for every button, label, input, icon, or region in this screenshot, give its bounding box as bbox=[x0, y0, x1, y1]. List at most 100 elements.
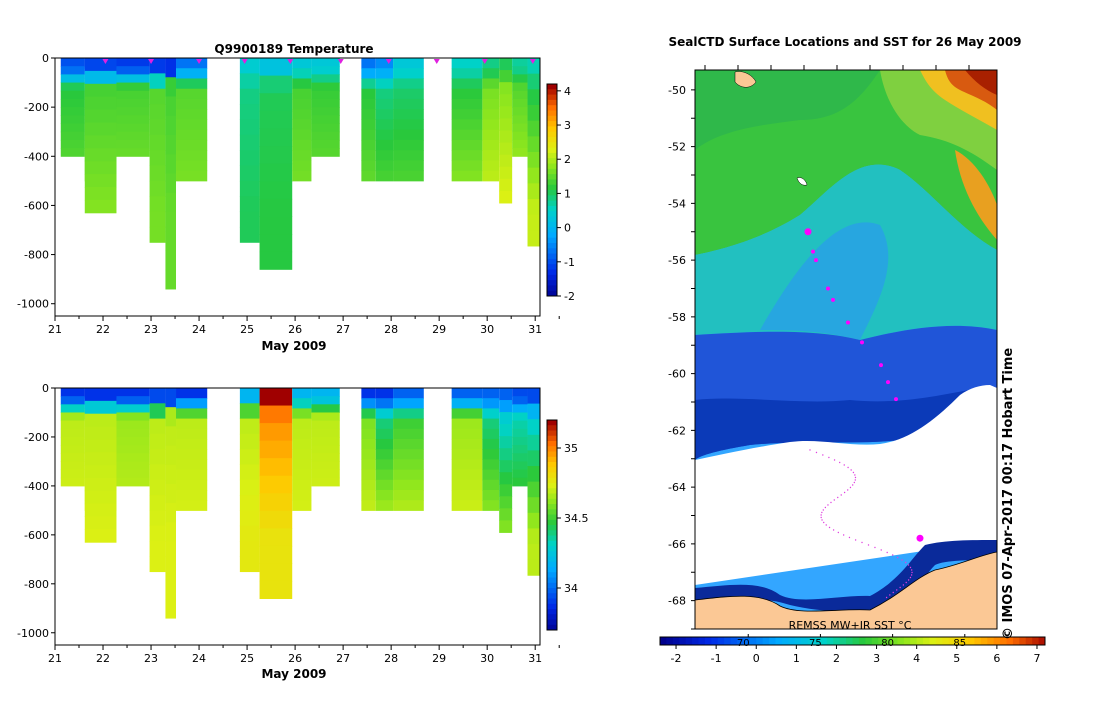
profile-cell bbox=[176, 150, 208, 161]
track-dot bbox=[910, 569, 913, 571]
profile-cell bbox=[311, 148, 340, 157]
sst-colorbar-tick-label: 1 bbox=[793, 652, 800, 665]
profile-cell bbox=[311, 131, 340, 141]
profile-marker bbox=[433, 59, 440, 64]
sst-colorbar-segment bbox=[858, 637, 866, 645]
profile-cell bbox=[499, 472, 513, 485]
profile-cell bbox=[84, 58, 117, 72]
profile-cell bbox=[527, 120, 540, 137]
track-dot bbox=[843, 464, 845, 466]
profile-cell bbox=[292, 58, 312, 69]
profile-cell bbox=[84, 465, 117, 479]
track-dot bbox=[899, 586, 901, 589]
sst-colorbar-segment bbox=[807, 637, 815, 645]
colorbar-segment bbox=[547, 609, 557, 615]
colorbar-tick-label: -1 bbox=[564, 256, 575, 269]
track-dot bbox=[837, 496, 839, 499]
x-tick-label: 24 bbox=[192, 652, 206, 665]
profile-cell bbox=[375, 109, 394, 120]
seal-track-point bbox=[879, 363, 883, 368]
profile-cell bbox=[527, 434, 540, 451]
x-tick-label: 26 bbox=[288, 323, 302, 336]
sst-colorbar-segment bbox=[749, 637, 757, 645]
colorbar-segment bbox=[547, 619, 557, 626]
profile-cell bbox=[499, 94, 513, 107]
sst-colorbar-segment bbox=[775, 637, 783, 645]
colorbar-segment bbox=[547, 290, 557, 297]
profile-cell bbox=[239, 180, 260, 197]
profile-cell bbox=[451, 489, 483, 501]
sst-colorbar-segment bbox=[762, 637, 770, 645]
track-dot bbox=[809, 449, 811, 451]
profile-cell bbox=[375, 78, 394, 90]
profile-cell bbox=[361, 428, 376, 440]
profile-cell bbox=[239, 449, 260, 465]
colorbar-frame bbox=[546, 83, 558, 297]
profile-cell bbox=[451, 129, 483, 141]
y-tick-label: 0 bbox=[42, 52, 49, 65]
profile-cell bbox=[527, 528, 540, 545]
profile-cell bbox=[512, 396, 528, 405]
profile-cell bbox=[116, 461, 150, 471]
y-tick-label: -1000 bbox=[17, 627, 49, 640]
profile-cell bbox=[259, 563, 293, 582]
profile-cell bbox=[165, 464, 177, 485]
profile-cell bbox=[527, 73, 540, 90]
track-dot bbox=[854, 476, 857, 479]
x-tick-label: 28 bbox=[384, 652, 398, 665]
track-dot bbox=[885, 596, 888, 599]
sst-colorbar-segment bbox=[730, 637, 738, 645]
colorbar-segment bbox=[547, 115, 557, 122]
profile-cell bbox=[527, 89, 540, 106]
colorbar-segment bbox=[547, 614, 557, 620]
profile-cell bbox=[375, 500, 394, 511]
salinity-x-axis: 21 22 23 24 25 26 27 28 29 30 31 bbox=[48, 645, 560, 665]
profile-cell bbox=[259, 216, 293, 235]
profile-cell bbox=[527, 214, 540, 231]
seal-track-point bbox=[814, 258, 818, 263]
profile-cell bbox=[482, 129, 500, 141]
profile-cell bbox=[176, 408, 208, 420]
sst-colorbar-segment bbox=[846, 637, 853, 645]
profile-cell bbox=[361, 160, 376, 172]
profile-cell bbox=[361, 150, 376, 161]
seal-track-point bbox=[831, 297, 835, 302]
sst-colorbar-segment bbox=[1012, 637, 1020, 645]
profile-cell bbox=[311, 477, 340, 487]
profile-cell bbox=[116, 107, 150, 116]
profile-cell bbox=[149, 464, 166, 481]
profile-cell bbox=[375, 170, 394, 182]
profile-cell bbox=[393, 489, 424, 501]
colorbar-segment bbox=[547, 567, 557, 573]
profile-marker bbox=[287, 59, 294, 64]
profile-cell bbox=[259, 458, 293, 477]
sst-colorbar-segment bbox=[826, 637, 834, 645]
track-dot bbox=[901, 559, 903, 561]
profile-cell bbox=[292, 398, 312, 409]
profile-cell bbox=[292, 418, 312, 430]
colorbar-segment bbox=[547, 89, 557, 96]
profile-cell bbox=[512, 453, 528, 462]
profile-cell bbox=[60, 131, 85, 141]
profile-marker bbox=[481, 59, 488, 64]
profile-cell bbox=[512, 469, 528, 479]
sst-colorbar-segment bbox=[871, 637, 879, 645]
profile-cell bbox=[239, 418, 260, 435]
profile-cell bbox=[116, 115, 150, 125]
profile-cell bbox=[165, 231, 177, 251]
profile-cell bbox=[149, 211, 166, 228]
profile-cell bbox=[375, 58, 394, 69]
sst-map-frame bbox=[694, 69, 998, 630]
colorbar-segment bbox=[547, 530, 557, 536]
y-tick-label: 0 bbox=[42, 382, 49, 395]
profile-cell bbox=[361, 119, 376, 131]
colorbar-segment bbox=[547, 285, 557, 292]
profile-cell bbox=[292, 459, 312, 471]
profile-cell bbox=[149, 525, 166, 542]
sst-colorbar-segment bbox=[704, 637, 712, 645]
colorbar-segment bbox=[547, 624, 557, 631]
profile-cell bbox=[393, 88, 424, 100]
track-dot bbox=[827, 504, 829, 506]
track-dot bbox=[830, 501, 832, 504]
profile-cell bbox=[375, 129, 394, 141]
